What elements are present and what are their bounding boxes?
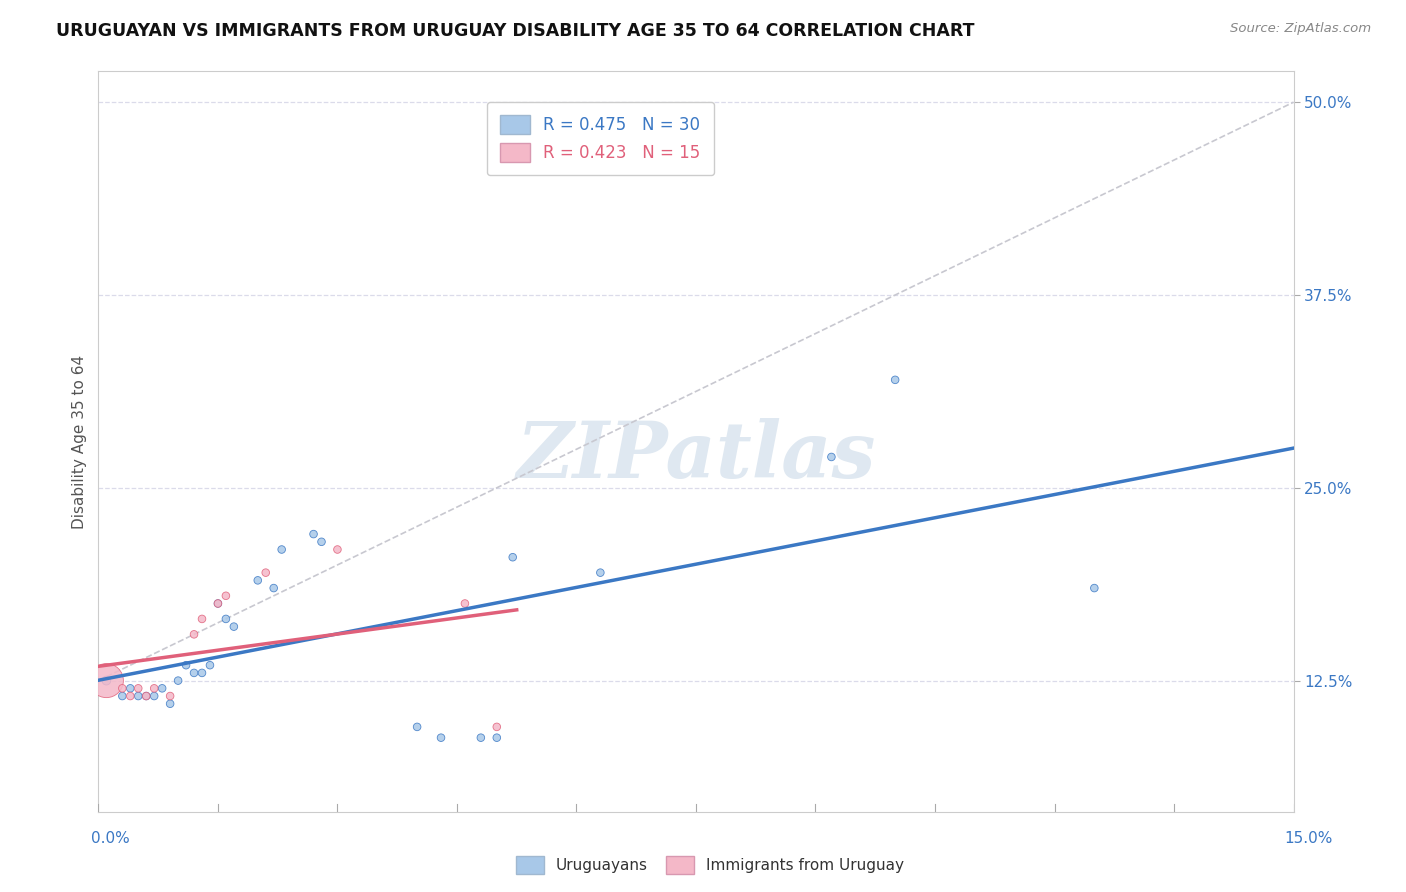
Point xyxy=(311,534,333,549)
Point xyxy=(454,597,477,611)
Y-axis label: Disability Age 35 to 64: Disability Age 35 to 64 xyxy=(72,354,87,529)
Legend: Uruguayans, Immigrants from Uruguay: Uruguayans, Immigrants from Uruguay xyxy=(510,850,910,880)
Point xyxy=(120,689,142,703)
Point xyxy=(406,720,429,734)
Point xyxy=(159,697,181,711)
Point xyxy=(215,589,238,603)
Point xyxy=(222,620,245,634)
Point xyxy=(302,527,325,541)
Point xyxy=(198,658,221,673)
Point xyxy=(135,689,157,703)
Point xyxy=(326,542,349,557)
Point xyxy=(254,566,277,580)
Point xyxy=(270,542,292,557)
Point xyxy=(135,689,157,703)
Point xyxy=(111,681,134,696)
Point xyxy=(167,673,190,688)
Point xyxy=(150,681,173,696)
Point xyxy=(111,689,134,703)
Point xyxy=(820,450,842,464)
Point xyxy=(470,731,492,745)
Point xyxy=(127,681,149,696)
Text: 15.0%: 15.0% xyxy=(1285,831,1333,846)
Point xyxy=(174,658,197,673)
Point xyxy=(120,681,142,696)
Point xyxy=(143,681,166,696)
Point xyxy=(143,689,166,703)
Point xyxy=(191,665,214,680)
Point xyxy=(207,597,229,611)
Text: ZIPatlas: ZIPatlas xyxy=(516,418,876,494)
Point xyxy=(485,731,508,745)
Point xyxy=(502,550,524,565)
Point xyxy=(246,574,269,588)
Point xyxy=(884,373,907,387)
Point xyxy=(183,665,205,680)
Point xyxy=(207,597,229,611)
Point xyxy=(127,689,149,703)
Point xyxy=(96,673,118,688)
Point xyxy=(263,581,285,595)
Point xyxy=(183,627,205,641)
Point xyxy=(96,673,118,688)
Point xyxy=(430,731,453,745)
Text: URUGUAYAN VS IMMIGRANTS FROM URUGUAY DISABILITY AGE 35 TO 64 CORRELATION CHART: URUGUAYAN VS IMMIGRANTS FROM URUGUAY DIS… xyxy=(56,22,974,40)
Point xyxy=(159,689,181,703)
Text: 0.0%: 0.0% xyxy=(91,831,131,846)
Point xyxy=(191,612,214,626)
Point xyxy=(485,720,508,734)
Point xyxy=(215,612,238,626)
Text: Source: ZipAtlas.com: Source: ZipAtlas.com xyxy=(1230,22,1371,36)
Point xyxy=(589,566,612,580)
Legend: R = 0.475   N = 30, R = 0.423   N = 15: R = 0.475 N = 30, R = 0.423 N = 15 xyxy=(486,102,714,176)
Point xyxy=(1083,581,1105,595)
